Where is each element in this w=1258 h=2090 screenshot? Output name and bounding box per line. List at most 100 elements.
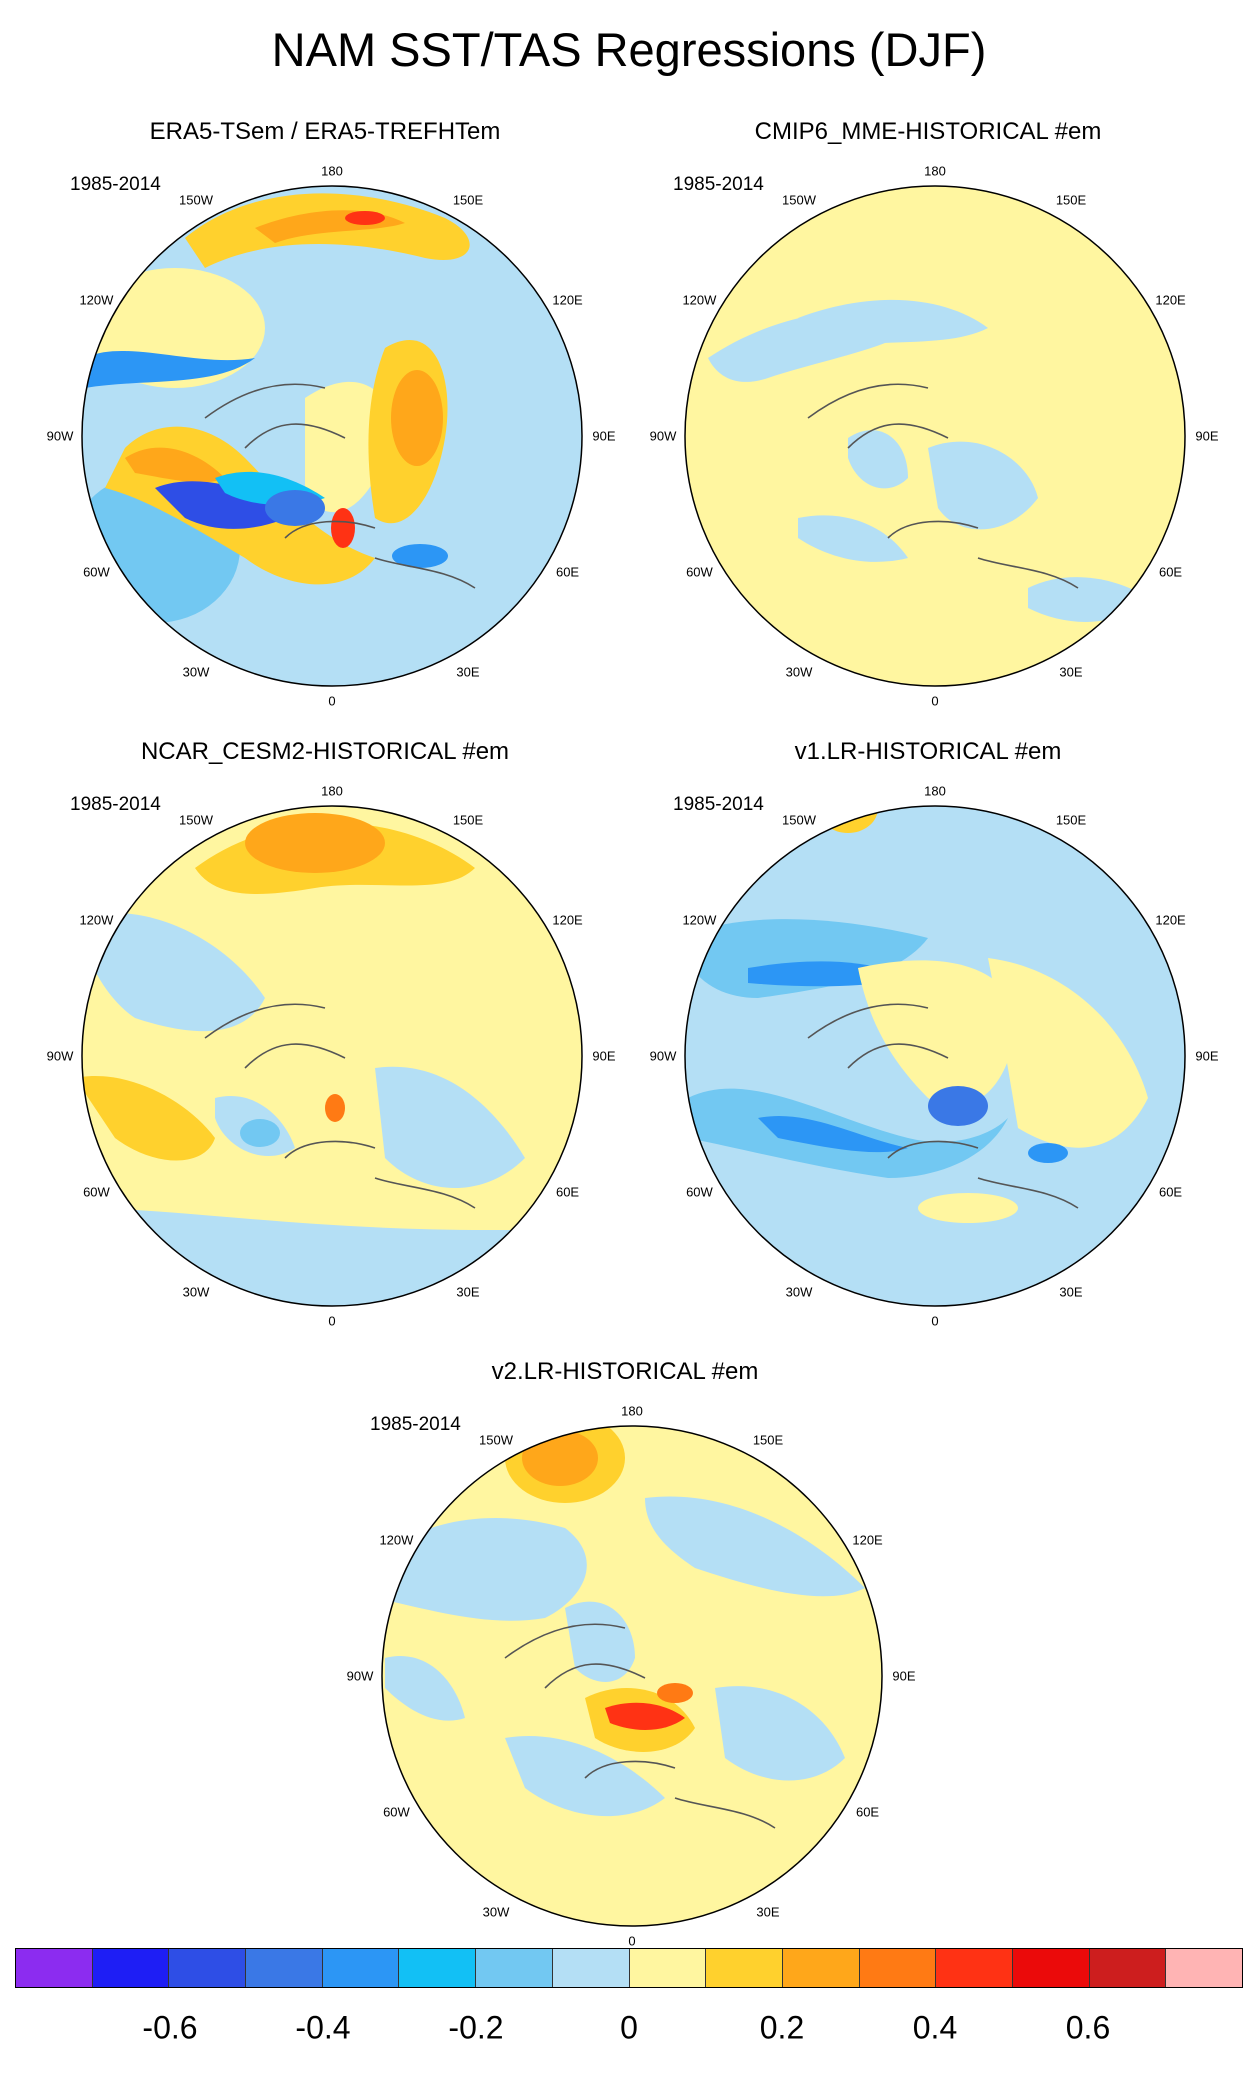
lon-label: 120W [79, 292, 114, 308]
lon-label: 120W [682, 912, 717, 928]
lon-label: 150W [179, 192, 213, 208]
colorbar-tick-label: 0.2 [759, 2009, 805, 2046]
lon-label: 60E [555, 1184, 580, 1200]
polar-map [684, 805, 1186, 1307]
lon-label: 150E [452, 812, 484, 828]
lon-label: 180 [621, 1403, 643, 1419]
lon-label: 150W [479, 1432, 513, 1448]
lon-label: 90E [592, 428, 616, 444]
panel-v1-lr: v1.LR-HISTORICAL #em 1985-2014 180 150E … [648, 738, 1219, 1338]
colorbar-swatch [552, 1949, 630, 1987]
period-label: 1985-2014 [370, 1414, 461, 1435]
figure-title: NAM SST/TAS Regressions (DJF) [271, 23, 987, 76]
lon-label: 30E [456, 664, 480, 680]
lon-label: 60E [1158, 1184, 1183, 1200]
panel-title: ERA5-TSem / ERA5-TREFHTem [149, 118, 501, 145]
panel-era5: ERA5-TSem / ERA5-TREFHTem 1985-2014 180 … [45, 118, 616, 718]
lon-label: 90E [892, 1668, 916, 1684]
lon-label: 150E [1055, 192, 1087, 208]
lon-label: 0 [931, 693, 939, 709]
polar-map [81, 805, 583, 1307]
colorbar-swatch [629, 1949, 707, 1987]
lon-label: 30W [482, 1904, 510, 1920]
colorbar-tick-label: 0.4 [912, 2009, 958, 2046]
lon-label: 60E [855, 1804, 880, 1820]
panel-ncar-cesm2: NCAR_CESM2-HISTORICAL #em 1985-2014 180 … [45, 738, 616, 1338]
colorbar-swatch [936, 1949, 1013, 1987]
panel-title: v1.LR-HISTORICAL #em [794, 738, 1062, 765]
polar-map [684, 185, 1186, 687]
lon-label: 30W [182, 664, 210, 680]
polar-map [81, 185, 583, 687]
colorbar-swatch [1089, 1949, 1167, 1987]
lon-label: 60W [83, 1184, 110, 1200]
panel-title: CMIP6_MME-HISTORICAL #em [754, 118, 1102, 145]
lon-label: 0 [931, 1313, 939, 1329]
colorbar [15, 1948, 1243, 1988]
lon-label: 120W [79, 912, 114, 928]
colorbar-swatch [859, 1949, 937, 1987]
colorbar-tick-label: -0.6 [142, 2009, 198, 2046]
lon-label: 120W [682, 292, 717, 308]
lon-label: 30E [1059, 1284, 1083, 1300]
period-label: 1985-2014 [673, 794, 764, 815]
period-label: 1985-2014 [673, 174, 764, 195]
colorbar-tick-label: -0.4 [295, 2009, 351, 2046]
colorbar-swatch [16, 1949, 93, 1987]
colorbar-tick-label: -0.2 [448, 2009, 504, 2046]
colorbar-swatch [1166, 1949, 1242, 1987]
colorbar-tick-label: 0.6 [1065, 2009, 1111, 2046]
lon-label: 150W [782, 192, 816, 208]
lon-label: 30W [785, 664, 813, 680]
lon-label: 150W [179, 812, 213, 828]
lon-label: 30E [756, 1904, 780, 1920]
lon-label: 90W [346, 1668, 374, 1684]
lon-label: 90W [46, 428, 74, 444]
panel-title: NCAR_CESM2-HISTORICAL #em [140, 738, 510, 765]
colorbar-swatch [246, 1949, 323, 1987]
lon-label: 180 [924, 783, 946, 799]
polar-map [381, 1425, 883, 1927]
lon-label: 0 [628, 1933, 636, 1949]
colorbar-swatch [476, 1949, 553, 1987]
lon-label: 30W [785, 1284, 813, 1300]
lon-label: 60W [383, 1804, 410, 1820]
panel-title: v2.LR-HISTORICAL #em [491, 1358, 759, 1385]
lon-label: 60W [83, 564, 110, 580]
lon-label: 30W [182, 1284, 210, 1300]
lon-label: 180 [321, 783, 343, 799]
colorbar-swatch [1012, 1949, 1090, 1987]
lon-label: 30E [456, 1284, 480, 1300]
colorbar-swatch [169, 1949, 247, 1987]
lon-label: 150W [782, 812, 816, 828]
lon-label: 180 [924, 163, 946, 179]
lon-label: 60E [555, 564, 580, 580]
lon-label: 150E [752, 1432, 784, 1448]
lon-label: 60E [1158, 564, 1183, 580]
panel-cmip6-mme: CMIP6_MME-HISTORICAL #em 1985-2014 180 1… [648, 118, 1219, 718]
lon-label: 120E [852, 1532, 883, 1548]
colorbar-swatch [782, 1949, 860, 1987]
lon-label: 180 [321, 163, 343, 179]
lon-label: 0 [328, 693, 336, 709]
colorbar-swatch [706, 1949, 783, 1987]
lon-label: 120E [552, 912, 583, 928]
lon-label: 0 [328, 1313, 336, 1329]
lon-label: 30E [1059, 664, 1083, 680]
lon-label: 120W [379, 1532, 414, 1548]
lon-label: 120E [1155, 292, 1186, 308]
lon-label: 90W [649, 428, 677, 444]
lon-label: 120E [552, 292, 583, 308]
lon-label: 120E [1155, 912, 1186, 928]
panel-v2-lr: v2.LR-HISTORICAL #em 1985-2014 180 150E … [345, 1358, 916, 1958]
colorbar-swatch [322, 1949, 400, 1987]
colorbar-swatch [92, 1949, 170, 1987]
lon-label: 60W [686, 1184, 713, 1200]
colorbar-tick-label: 0 [620, 2009, 638, 2046]
lon-label: 60W [686, 564, 713, 580]
lon-label: 90E [1195, 428, 1219, 444]
lon-label: 90E [1195, 1048, 1219, 1064]
lon-label: 90W [649, 1048, 677, 1064]
period-label: 1985-2014 [70, 174, 161, 195]
colorbar-swatch [399, 1949, 477, 1987]
